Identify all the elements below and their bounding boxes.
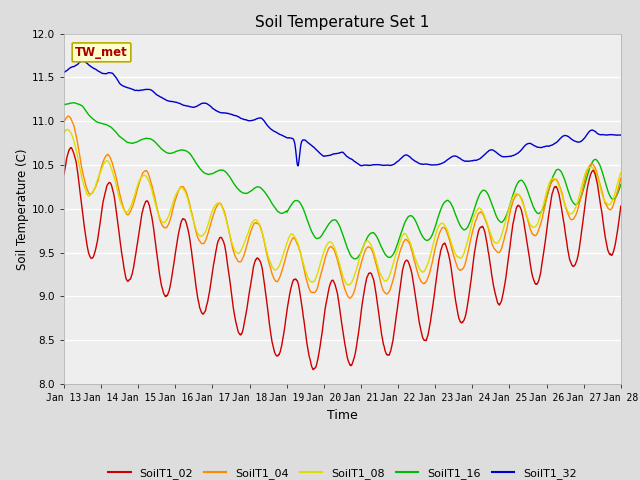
SoilT1_04 [308, 289, 316, 295]
SoilT1_16 [104, 122, 111, 128]
SoilT1_16 [60, 102, 68, 108]
SoilT1_02 [126, 276, 134, 282]
SoilT1_04 [318, 267, 326, 273]
SoilT1_08 [308, 279, 316, 285]
SoilT1_32 [297, 141, 305, 147]
SoilT1_02 [297, 295, 305, 300]
SoilT1_16 [70, 100, 78, 106]
SoilT1_08 [64, 127, 72, 132]
SoilT1_04 [378, 283, 385, 289]
SoilT1_16 [318, 232, 326, 238]
SoilT1_02 [104, 182, 111, 188]
SoilT1_16 [297, 201, 305, 206]
SoilT1_08 [126, 205, 134, 211]
SoilT1_04 [617, 175, 625, 181]
SoilT1_32 [294, 163, 302, 169]
SoilT1_02 [68, 145, 76, 151]
SoilT1_32 [79, 57, 86, 63]
SoilT1_08 [318, 254, 326, 260]
SoilT1_16 [617, 181, 625, 187]
SoilT1_04 [297, 251, 305, 256]
Line: SoilT1_16: SoilT1_16 [64, 103, 621, 259]
SoilT1_04 [126, 209, 134, 215]
SoilT1_16 [126, 140, 134, 146]
SoilT1_02 [60, 171, 68, 177]
SoilT1_32 [60, 70, 68, 75]
Line: SoilT1_08: SoilT1_08 [64, 130, 621, 285]
SoilT1_16 [351, 256, 358, 262]
SoilT1_32 [104, 70, 111, 76]
Line: SoilT1_02: SoilT1_02 [64, 148, 621, 370]
Y-axis label: Soil Temperature (C): Soil Temperature (C) [16, 148, 29, 270]
Text: TW_met: TW_met [75, 46, 128, 59]
Line: SoilT1_04: SoilT1_04 [64, 116, 621, 298]
SoilT1_02 [617, 203, 625, 209]
SoilT1_32 [617, 132, 625, 138]
SoilT1_08 [378, 273, 385, 279]
SoilT1_32 [378, 162, 385, 168]
SoilT1_08 [104, 158, 111, 164]
Legend: SoilT1_02, SoilT1_04, SoilT1_08, SoilT1_16, SoilT1_32: SoilT1_02, SoilT1_04, SoilT1_08, SoilT1_… [104, 464, 581, 480]
SoilT1_04 [64, 113, 72, 119]
SoilT1_04 [104, 152, 111, 157]
SoilT1_32 [308, 144, 316, 149]
SoilT1_08 [617, 170, 625, 176]
SoilT1_04 [346, 295, 354, 301]
SoilT1_08 [60, 130, 68, 136]
SoilT1_16 [308, 229, 316, 235]
SoilT1_08 [297, 250, 305, 255]
SoilT1_02 [309, 367, 317, 372]
SoilT1_02 [308, 364, 316, 370]
Title: Soil Temperature Set 1: Soil Temperature Set 1 [255, 15, 429, 30]
SoilT1_32 [319, 153, 326, 158]
SoilT1_02 [319, 326, 326, 332]
SoilT1_08 [344, 282, 352, 288]
SoilT1_02 [378, 331, 385, 337]
SoilT1_04 [60, 119, 68, 125]
SoilT1_16 [378, 244, 385, 250]
SoilT1_32 [126, 85, 134, 91]
X-axis label: Time: Time [327, 408, 358, 421]
Line: SoilT1_32: SoilT1_32 [64, 60, 621, 166]
